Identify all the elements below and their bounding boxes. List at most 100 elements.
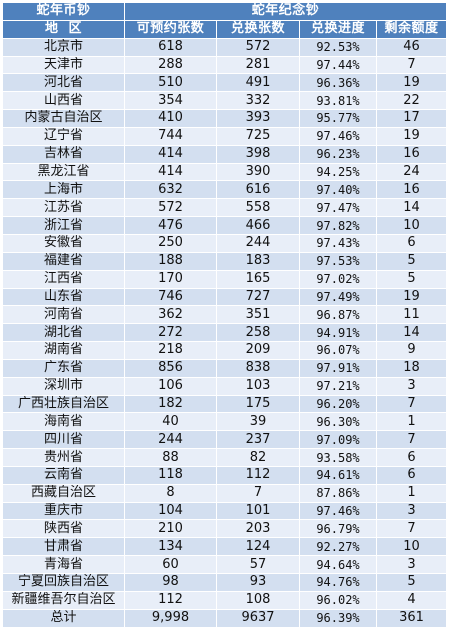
row-remaining: 4 — [376, 590, 447, 610]
table-row: 重庆市 104 101 97.46% 3 — [2, 501, 447, 521]
row-region: 浙江省 — [2, 216, 125, 235]
row-progress: 96.36% — [299, 73, 377, 93]
row-progress: 97.47% — [299, 198, 377, 218]
total-remaining: 361 — [376, 608, 447, 628]
row-progress: 94.61% — [299, 465, 377, 485]
row-progress: 97.82% — [299, 216, 377, 235]
row-region: 江西省 — [2, 269, 125, 289]
row-progress: 97.91% — [299, 358, 377, 378]
row-exchanged: 237 — [216, 430, 300, 450]
row-exchanged: 838 — [216, 358, 300, 378]
row-reserved: 112 — [124, 590, 217, 610]
row-region: 江苏省 — [2, 198, 125, 218]
row-remaining: 22 — [376, 91, 447, 111]
row-reserved: 88 — [124, 448, 217, 467]
row-progress: 96.79% — [299, 519, 377, 539]
row-remaining: 3 — [376, 555, 447, 574]
row-exchanged: 727 — [216, 287, 300, 307]
total-reserved: 9,998 — [124, 608, 217, 628]
row-progress: 97.02% — [299, 269, 377, 289]
row-remaining: 5 — [376, 269, 447, 289]
row-region: 云南省 — [2, 465, 125, 485]
row-region: 河北省 — [2, 73, 125, 93]
row-remaining: 19 — [376, 287, 447, 307]
row-region: 吉林省 — [2, 144, 125, 164]
table-row: 山东省 746 727 97.49% 19 — [2, 287, 447, 307]
row-reserved: 744 — [124, 126, 217, 146]
row-exchanged: 244 — [216, 233, 300, 253]
table-row: 广东省 856 838 97.91% 18 — [2, 358, 447, 378]
row-progress: 97.49% — [299, 287, 377, 307]
row-progress: 94.91% — [299, 323, 377, 343]
table-row: 湖南省 218 209 96.07% 9 — [2, 341, 447, 360]
row-exchanged: 183 — [216, 251, 300, 271]
row-exchanged: 616 — [216, 180, 300, 200]
row-exchanged: 112 — [216, 465, 300, 485]
row-reserved: 250 — [124, 233, 217, 253]
row-remaining: 10 — [376, 216, 447, 235]
row-region: 青海省 — [2, 555, 125, 574]
table-row: 西藏自治区 8 7 87.86% 1 — [2, 483, 447, 503]
row-region: 辽宁省 — [2, 126, 125, 146]
row-reserved: 218 — [124, 341, 217, 360]
table-footer: 总计 9,998 9637 96.39% 361 — [2, 608, 447, 628]
row-reserved: 572 — [124, 198, 217, 218]
row-reserved: 104 — [124, 501, 217, 521]
table-row: 广西壮族自治区 182 175 96.20% 7 — [2, 394, 447, 414]
row-reserved: 118 — [124, 465, 217, 485]
row-reserved: 244 — [124, 430, 217, 450]
row-remaining: 10 — [376, 537, 447, 557]
table-row: 福建省 188 183 97.53% 5 — [2, 251, 447, 271]
row-progress: 97.40% — [299, 180, 377, 200]
row-remaining: 19 — [376, 73, 447, 93]
table-row: 青海省 60 57 94.64% 3 — [2, 555, 447, 574]
row-exchanged: 39 — [216, 412, 300, 432]
row-exchanged: 203 — [216, 519, 300, 539]
table-row: 河北省 510 491 96.36% 19 — [2, 73, 447, 93]
row-progress: 93.81% — [299, 91, 377, 111]
row-reserved: 510 — [124, 73, 217, 93]
row-region: 福建省 — [2, 251, 125, 271]
row-exchanged: 57 — [216, 555, 300, 574]
row-region: 山东省 — [2, 287, 125, 307]
header-group-row: 蛇年币钞 蛇年纪念钞 — [2, 2, 447, 21]
row-region: 黑龙江省 — [2, 162, 125, 182]
row-remaining: 3 — [376, 501, 447, 521]
table-row: 天津市 288 281 97.44% 7 — [2, 55, 447, 75]
table-row: 甘肃省 134 124 92.27% 10 — [2, 537, 447, 557]
row-progress: 97.09% — [299, 430, 377, 450]
row-progress: 96.30% — [299, 412, 377, 432]
row-remaining: 5 — [376, 573, 447, 592]
row-progress: 97.43% — [299, 233, 377, 253]
row-remaining: 19 — [376, 126, 447, 146]
row-region: 宁夏回族自治区 — [2, 573, 125, 592]
row-reserved: 40 — [124, 412, 217, 432]
row-progress: 97.46% — [299, 501, 377, 521]
row-reserved: 362 — [124, 305, 217, 325]
row-reserved: 8 — [124, 483, 217, 503]
row-remaining: 5 — [376, 251, 447, 271]
row-exchanged: 332 — [216, 91, 300, 111]
table-row: 贵州省 88 82 93.58% 6 — [2, 448, 447, 467]
table-row: 海南省 40 39 96.30% 1 — [2, 412, 447, 432]
row-reserved: 288 — [124, 55, 217, 75]
row-exchanged: 466 — [216, 216, 300, 235]
row-exchanged: 108 — [216, 590, 300, 610]
row-progress: 94.25% — [299, 162, 377, 182]
table-row: 江西省 170 165 97.02% 5 — [2, 269, 447, 289]
row-region: 深圳市 — [2, 376, 125, 396]
row-progress: 92.53% — [299, 37, 377, 57]
row-reserved: 134 — [124, 537, 217, 557]
row-remaining: 14 — [376, 323, 447, 343]
row-region: 甘肃省 — [2, 537, 125, 557]
row-reserved: 210 — [124, 519, 217, 539]
row-remaining: 46 — [376, 37, 447, 57]
row-reserved: 856 — [124, 358, 217, 378]
row-remaining: 18 — [376, 358, 447, 378]
row-reserved: 476 — [124, 216, 217, 235]
row-progress: 93.58% — [299, 448, 377, 467]
row-remaining: 7 — [376, 519, 447, 539]
header-group-left: 蛇年币钞 — [2, 2, 125, 21]
row-remaining: 7 — [376, 394, 447, 414]
row-reserved: 182 — [124, 394, 217, 414]
